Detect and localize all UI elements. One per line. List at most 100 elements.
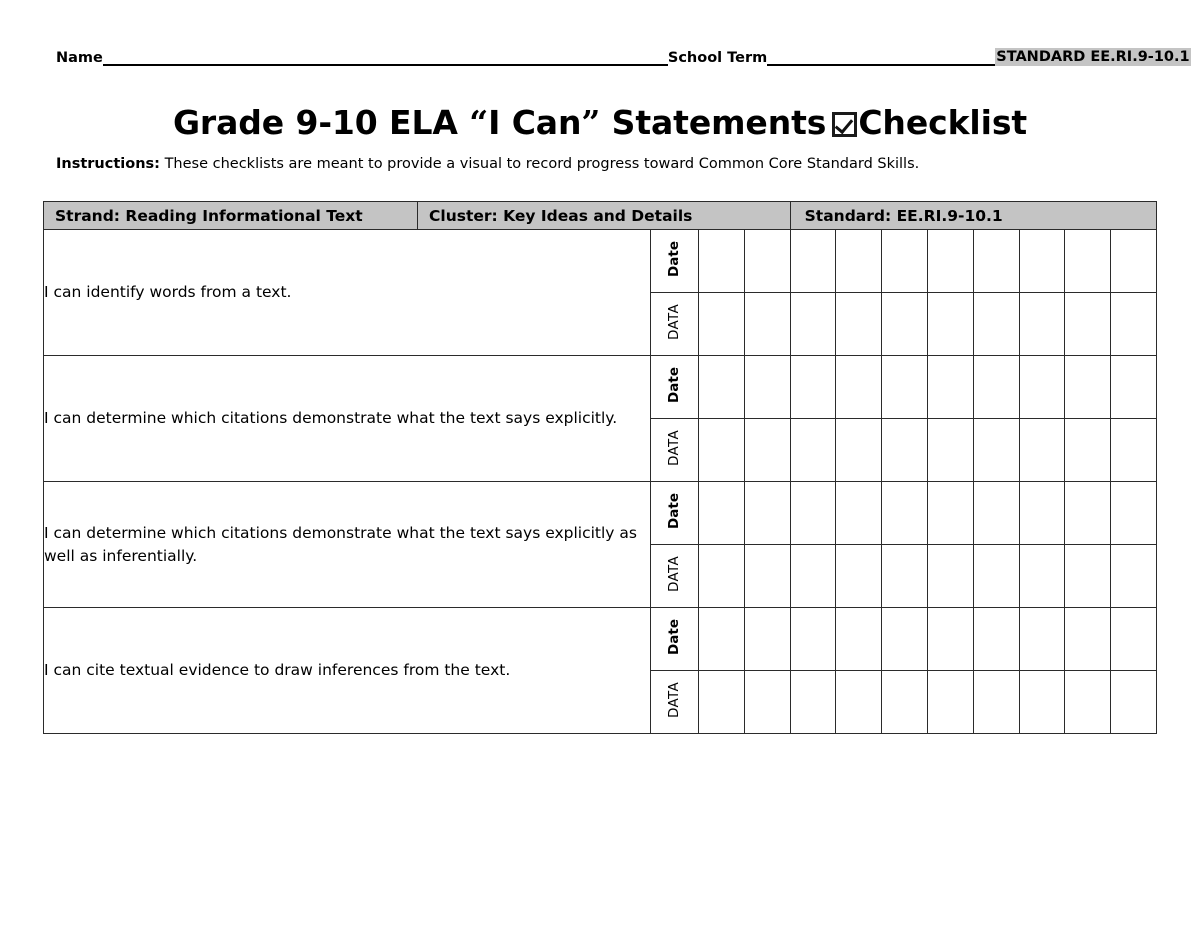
- data-slot[interactable]: [835, 670, 883, 734]
- date-slot[interactable]: [1018, 481, 1066, 545]
- data-slot[interactable]: [881, 670, 929, 734]
- school-term-blank-line[interactable]: [767, 49, 996, 66]
- header-standard: Standard: EE.RI.9-10.1: [789, 201, 1158, 230]
- data-slot[interactable]: [789, 418, 837, 482]
- data-slot[interactable]: [1064, 292, 1112, 356]
- date-slot[interactable]: [1110, 607, 1158, 671]
- instructions-text: These checklists are meant to provide a …: [159, 156, 920, 172]
- data-slot[interactable]: [743, 292, 791, 356]
- date-slot[interactable]: [1064, 607, 1112, 671]
- data-slot[interactable]: [789, 292, 837, 356]
- date-slot[interactable]: [881, 481, 929, 545]
- date-slot[interactable]: [789, 355, 837, 419]
- data-slot[interactable]: [1018, 292, 1066, 356]
- date-slot[interactable]: [972, 607, 1020, 671]
- date-slot[interactable]: [835, 355, 883, 419]
- date-slot[interactable]: [789, 229, 837, 293]
- date-slot[interactable]: [743, 229, 791, 293]
- data-slot[interactable]: [881, 292, 929, 356]
- date-slot[interactable]: [972, 355, 1020, 419]
- name-blank-line[interactable]: [102, 49, 668, 66]
- data-label: DATA: [665, 556, 682, 592]
- data-slot[interactable]: [1064, 418, 1112, 482]
- title-quote-open: “: [469, 103, 489, 142]
- data-slot[interactable]: [972, 670, 1020, 734]
- data-label-cell: DATA: [650, 544, 699, 608]
- data-slot[interactable]: [1110, 418, 1158, 482]
- data-slot[interactable]: [1018, 418, 1066, 482]
- data-slot[interactable]: [698, 544, 745, 608]
- data-slot[interactable]: [789, 544, 837, 608]
- data-slot[interactable]: [881, 544, 929, 608]
- checklist-body: Strand: Reading Informational Text Clust…: [43, 201, 1158, 734]
- date-slot[interactable]: [972, 229, 1020, 293]
- date-slot[interactable]: [1018, 229, 1066, 293]
- date-slot[interactable]: [743, 355, 791, 419]
- data-slot[interactable]: [1018, 544, 1066, 608]
- data-slot[interactable]: [1110, 292, 1158, 356]
- data-slot[interactable]: [927, 544, 974, 608]
- data-slot[interactable]: [1064, 544, 1112, 608]
- date-slot[interactable]: [698, 607, 745, 671]
- data-slot[interactable]: [835, 292, 883, 356]
- date-slot[interactable]: [881, 607, 929, 671]
- data-slot[interactable]: [927, 292, 974, 356]
- date-slot[interactable]: [927, 481, 974, 545]
- table-row: I can determine which citations demonstr…: [43, 355, 1158, 482]
- date-slot[interactable]: [881, 229, 929, 293]
- data-slot[interactable]: [972, 292, 1020, 356]
- data-slot[interactable]: [1018, 670, 1066, 734]
- data-slot[interactable]: [1064, 670, 1112, 734]
- date-slot[interactable]: [789, 607, 837, 671]
- date-slot[interactable]: [1064, 481, 1112, 545]
- table-row: I can determine which citations demonstr…: [43, 481, 1158, 608]
- data-label-cell: DATA: [650, 418, 699, 482]
- date-slot[interactable]: [881, 355, 929, 419]
- date-slot[interactable]: [835, 229, 883, 293]
- data-slot[interactable]: [1110, 670, 1158, 734]
- data-slot[interactable]: [835, 544, 883, 608]
- date-slot[interactable]: [1018, 355, 1066, 419]
- date-slot[interactable]: [743, 607, 791, 671]
- date-label-cell: Date: [650, 355, 699, 419]
- date-slot[interactable]: [1064, 229, 1112, 293]
- date-slot[interactable]: [1064, 355, 1112, 419]
- date-label: Date: [665, 241, 682, 277]
- data-slot[interactable]: [835, 418, 883, 482]
- date-slot[interactable]: [698, 355, 745, 419]
- date-slot[interactable]: [1110, 355, 1158, 419]
- data-slot[interactable]: [743, 544, 791, 608]
- date-slot[interactable]: [927, 607, 974, 671]
- data-slot[interactable]: [1110, 544, 1158, 608]
- title-i-can: I Can: [488, 103, 582, 142]
- date-slot[interactable]: [1018, 607, 1066, 671]
- data-slot[interactable]: [698, 670, 745, 734]
- data-slot[interactable]: [927, 418, 974, 482]
- data-slot[interactable]: [743, 670, 791, 734]
- date-slot[interactable]: [1110, 229, 1158, 293]
- header-cluster: Cluster: Key Ideas and Details: [417, 201, 791, 230]
- date-slot[interactable]: [698, 481, 745, 545]
- title-part-3: Checklist: [858, 103, 1028, 142]
- date-slot[interactable]: [698, 229, 745, 293]
- date-slot[interactable]: [743, 481, 791, 545]
- date-slot[interactable]: [927, 355, 974, 419]
- data-slot[interactable]: [972, 418, 1020, 482]
- data-slot[interactable]: [927, 670, 974, 734]
- date-slot[interactable]: [835, 481, 883, 545]
- date-slot[interactable]: [835, 607, 883, 671]
- date-slot[interactable]: [789, 481, 837, 545]
- data-slot[interactable]: [743, 418, 791, 482]
- data-slot[interactable]: [881, 418, 929, 482]
- data-slot[interactable]: [698, 418, 745, 482]
- data-slot[interactable]: [789, 670, 837, 734]
- date-slot[interactable]: [927, 229, 974, 293]
- table-row: DATA: [44, 544, 1158, 608]
- date-slot[interactable]: [1110, 481, 1158, 545]
- data-slot[interactable]: [698, 292, 745, 356]
- data-slot[interactable]: [972, 544, 1020, 608]
- date-slot[interactable]: [972, 481, 1020, 545]
- school-term-label: School Term: [667, 49, 768, 66]
- table-row: DATA: [44, 292, 1158, 356]
- identity-line: Name School Term STANDARD EE.RI.9-10.1: [56, 40, 1191, 66]
